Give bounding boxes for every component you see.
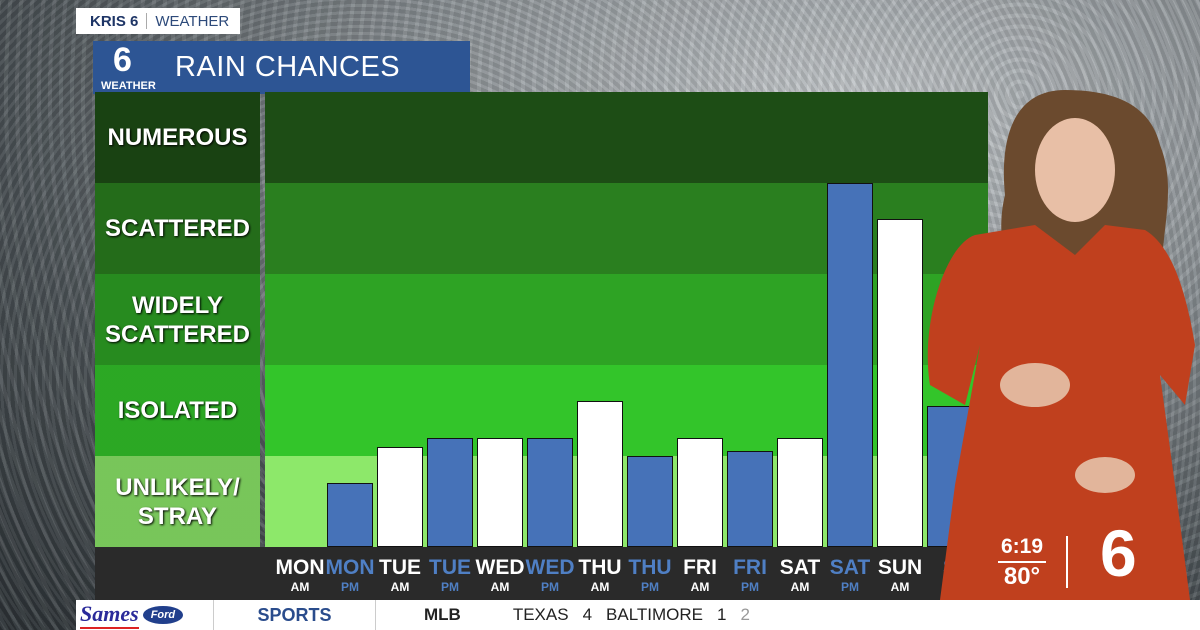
divider [146, 13, 148, 29]
tick-day: THU [578, 556, 622, 579]
tick-period: PM [341, 580, 359, 594]
tick-period: AM [290, 580, 310, 594]
tick-day: FRI [733, 556, 767, 579]
level-label: SCATTERED [95, 183, 260, 274]
station-tag: KRIS 6 WEATHER [76, 8, 240, 34]
level-band [265, 92, 988, 183]
score2: 1 [717, 605, 727, 624]
tick-day: TUE [379, 556, 421, 579]
ticker-section: SPORTS [214, 600, 376, 630]
level-label: ISOLATED [95, 365, 260, 456]
bar-sun-am [877, 219, 923, 547]
bar-fri-pm [727, 451, 773, 547]
tick-period: PM [641, 580, 659, 594]
x-tick-label: TUE AM [375, 557, 425, 595]
bar-tue-pm [427, 437, 473, 547]
x-tick-label: SAT PM [825, 557, 875, 595]
page-title: RAIN CHANCES [175, 51, 401, 83]
tick-day: FRI [683, 556, 717, 579]
x-axis: MON AM MON PM TUE AM TUE PM WED AM WED PM THU AM THU PM… [95, 547, 965, 600]
presenter-figure [927, 90, 1195, 600]
tick-period: AM [390, 580, 410, 594]
tick-period: AM [790, 580, 810, 594]
tick-period: PM [841, 580, 859, 594]
logo-subtitle: WEATHER [101, 80, 156, 92]
tick-day: WED [475, 556, 525, 579]
station-name: KRIS 6 [90, 12, 139, 30]
x-tick-label: WED AM [475, 557, 525, 595]
ford-logo: Ford [142, 606, 184, 624]
tick-day: SAT [829, 556, 871, 579]
x-tick-label: WED PM [525, 557, 575, 595]
x-tick-label: THU AM [575, 557, 625, 595]
inning: 2 [740, 605, 750, 624]
tick-day: WED [525, 556, 575, 579]
level-label: WIDELY SCATTERED [95, 274, 260, 365]
tick-period: PM [741, 580, 759, 594]
title-bar: 6 WEATHER RAIN CHANCES [93, 41, 470, 94]
tick-day: TUE [429, 556, 471, 579]
tick-period: PM [441, 580, 459, 594]
x-tick-label: FRI PM [725, 557, 775, 595]
section-name: WEATHER [155, 12, 230, 30]
divider [1066, 536, 1068, 588]
level-label: NUMEROUS [95, 92, 260, 183]
tick-period: AM [690, 580, 710, 594]
tick-day: MON [325, 556, 375, 579]
bar-fri-am [677, 437, 723, 547]
tick-period: AM [590, 580, 610, 594]
bar-thu-pm [627, 456, 673, 547]
time-temp: 6:19 80° [998, 535, 1046, 591]
x-tick-label: TUE PM [425, 557, 475, 595]
bar-mon-pm [327, 483, 373, 547]
bar-thu-am [577, 401, 623, 547]
bar-wed-am [477, 437, 523, 547]
sponsor-logo: Sames Ford [76, 600, 214, 630]
nbc6-logo: 6 [113, 41, 132, 79]
tick-day: SAT [779, 556, 821, 579]
bar-wed-pm [527, 437, 573, 547]
bar-sat-am [777, 437, 823, 547]
team2: BALTIMORE [606, 605, 704, 624]
nbc6-corner-logo: 6 [1100, 516, 1137, 590]
tick-period: AM [490, 580, 510, 594]
sponsor-name: Sames [80, 601, 139, 629]
league: MLB [424, 605, 461, 624]
bar-sat-pm [827, 183, 873, 547]
score1: 4 [582, 605, 593, 624]
tick-period: AM [890, 580, 910, 594]
tick-period: PM [541, 580, 559, 594]
score-line: MLB TEXAS 4 BALTIMORE 1 2 [376, 605, 750, 625]
x-tick-label: FRI AM [675, 557, 725, 595]
x-tick-label: MON AM [275, 557, 325, 595]
x-tick-label: THU PM [625, 557, 675, 595]
team1: TEXAS [512, 605, 569, 624]
x-tick-label: MON PM [325, 557, 375, 595]
clock: 6:19 [998, 535, 1046, 563]
level-label: UNLIKELY/ STRAY [95, 456, 260, 547]
chart-plot [265, 92, 988, 547]
tick-day: MON [275, 556, 325, 579]
bar-tue-am [377, 446, 423, 547]
tick-day: THU [628, 556, 672, 579]
x-tick-label: SAT AM [775, 557, 825, 595]
temperature: 80° [1003, 563, 1041, 590]
x-tick-label: SUN AM [875, 557, 925, 595]
tick-day: SUN [877, 556, 923, 579]
news-ticker: Sames Ford SPORTS MLB TEXAS 4 BALTIMORE … [76, 600, 1200, 630]
level-labels: NUMEROUS SCATTERED WIDELY SCATTERED ISOLATE… [95, 92, 260, 547]
